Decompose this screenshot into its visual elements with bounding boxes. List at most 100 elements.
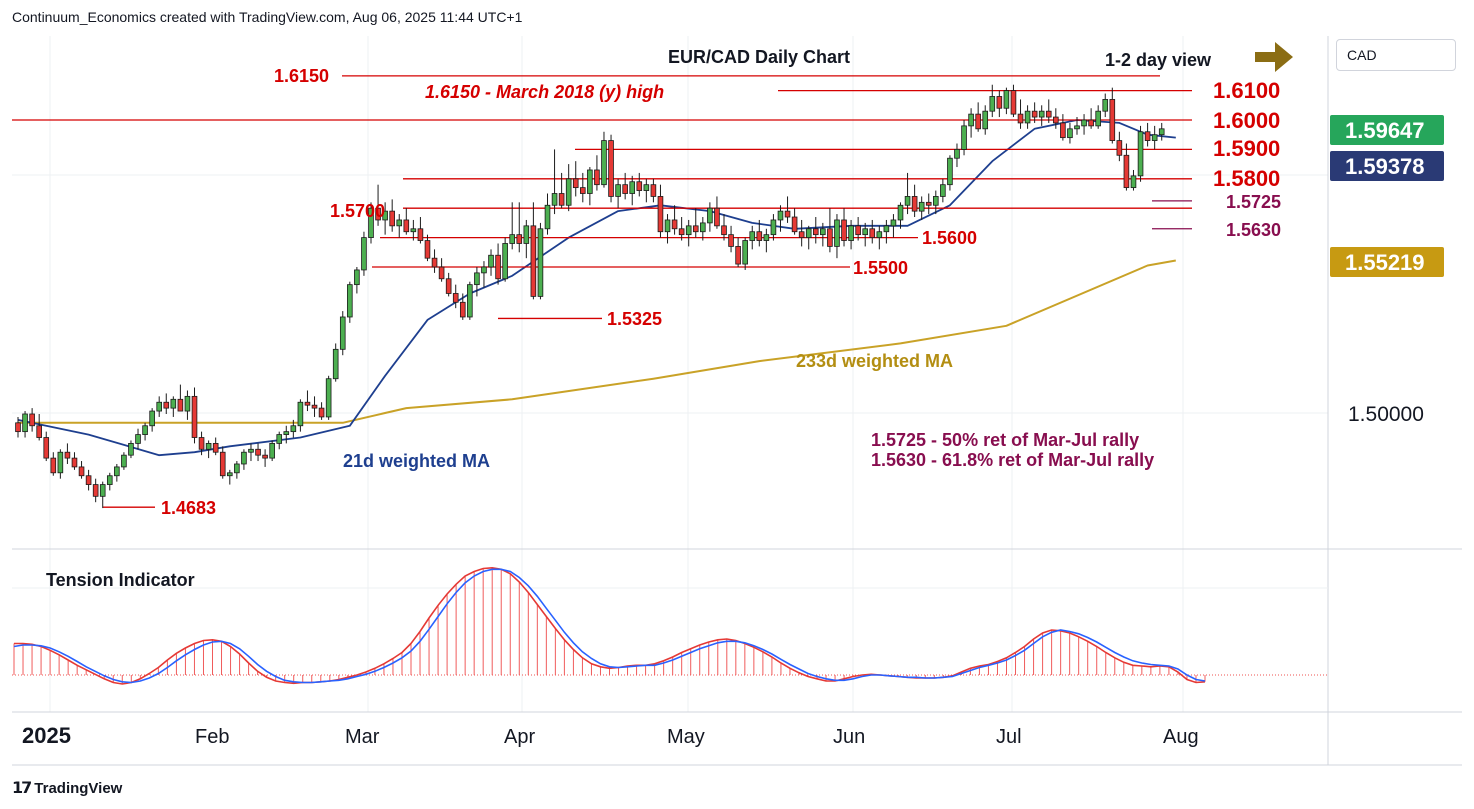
candle: [933, 190, 939, 215]
candle: [820, 222, 826, 247]
candle: [869, 219, 876, 244]
candle-body: [502, 243, 508, 280]
candle: [495, 243, 501, 285]
candle: [1130, 169, 1137, 191]
candle: [509, 202, 515, 250]
candle-body: [191, 395, 198, 438]
candle-body: [834, 219, 840, 247]
candle: [255, 443, 261, 462]
candle-body: [128, 442, 134, 456]
candle-body: [551, 193, 558, 206]
candle-body: [269, 442, 275, 459]
candle-body: [1017, 113, 1024, 124]
candle: [1144, 122, 1151, 147]
candle-body: [375, 207, 381, 221]
time-axis-label: May: [667, 726, 705, 748]
candle: [763, 228, 770, 253]
candle-body: [509, 234, 515, 244]
candle-body: [347, 284, 353, 318]
candle: [735, 237, 741, 267]
candle: [876, 225, 883, 250]
candle: [855, 217, 861, 241]
candle: [968, 108, 974, 138]
candle-body: [332, 348, 339, 380]
candle-body: [657, 196, 664, 233]
price-badge: [1330, 247, 1444, 277]
candle: [396, 214, 403, 238]
candle: [276, 431, 283, 450]
candle: [537, 222, 544, 300]
candle-body: [714, 207, 720, 227]
candle: [332, 343, 339, 382]
candle-body: [1123, 154, 1130, 189]
candle: [784, 196, 791, 223]
candle-body: [869, 228, 876, 238]
candle: [29, 408, 35, 432]
label-1.5325: 1.5325: [607, 309, 662, 329]
candle: [459, 293, 466, 320]
candle-body: [424, 240, 431, 259]
candle: [78, 461, 85, 479]
ma21-label: 21d weighted MA: [343, 451, 490, 471]
currency-selector[interactable]: CAD: [1336, 39, 1456, 71]
candle: [1151, 125, 1158, 150]
candle-body: [940, 184, 946, 197]
candle-body: [777, 210, 784, 221]
time-axis-label: Jun: [833, 726, 865, 748]
candle: [629, 175, 636, 206]
candle-body: [99, 484, 106, 497]
candle: [664, 214, 671, 244]
candle-body: [325, 378, 332, 418]
candle: [488, 249, 494, 276]
candle-body: [417, 228, 424, 241]
candle-body: [516, 234, 523, 244]
chart-frame: [12, 36, 1462, 766]
candle: [1123, 143, 1130, 191]
candle-body: [601, 140, 607, 186]
price-axis-label: 1.50000: [1348, 403, 1424, 426]
candle: [452, 284, 459, 309]
candle-body: [1031, 110, 1038, 118]
candle-body: [410, 228, 417, 233]
candle: [558, 172, 565, 209]
candle: [403, 208, 410, 235]
candle: [1137, 125, 1144, 182]
candle-body: [700, 222, 706, 233]
candle-body: [304, 401, 311, 406]
candle-body: [622, 184, 628, 194]
candle-body: [445, 278, 452, 294]
candle-body: [212, 442, 219, 453]
candle-body: [1158, 128, 1165, 136]
candle-body: [1102, 99, 1109, 112]
candle-body: [756, 231, 763, 241]
osc-signal-line: [13, 568, 1206, 684]
candle: [989, 84, 996, 118]
candle-body: [1038, 110, 1045, 118]
candle: [657, 184, 664, 238]
candle: [805, 225, 812, 250]
candle-body: [1151, 134, 1158, 141]
candle: [410, 219, 417, 241]
price-badges: 1.59647 1.59378 1.55219: [1330, 115, 1444, 277]
candle: [375, 184, 381, 226]
candle: [996, 90, 1003, 118]
time-axis-label: 2025: [22, 723, 71, 748]
candle-body: [947, 157, 953, 186]
candle: [714, 196, 720, 229]
candle: [700, 217, 706, 241]
candle: [177, 384, 184, 412]
candle: [325, 375, 332, 420]
candle-body: [29, 413, 35, 427]
candle: [643, 178, 650, 203]
candle-body: [57, 451, 64, 474]
candle-body: [692, 225, 699, 233]
candle: [121, 452, 127, 470]
candle-body: [523, 225, 530, 244]
candle: [622, 172, 628, 200]
candle: [961, 120, 967, 156]
candle-body: [904, 196, 911, 206]
candle-body: [820, 228, 826, 236]
candle-body: [565, 178, 572, 206]
tradingview-logo[interactable]: 𝟭𝟳 TradingView: [12, 778, 122, 798]
candle-body: [763, 234, 770, 241]
